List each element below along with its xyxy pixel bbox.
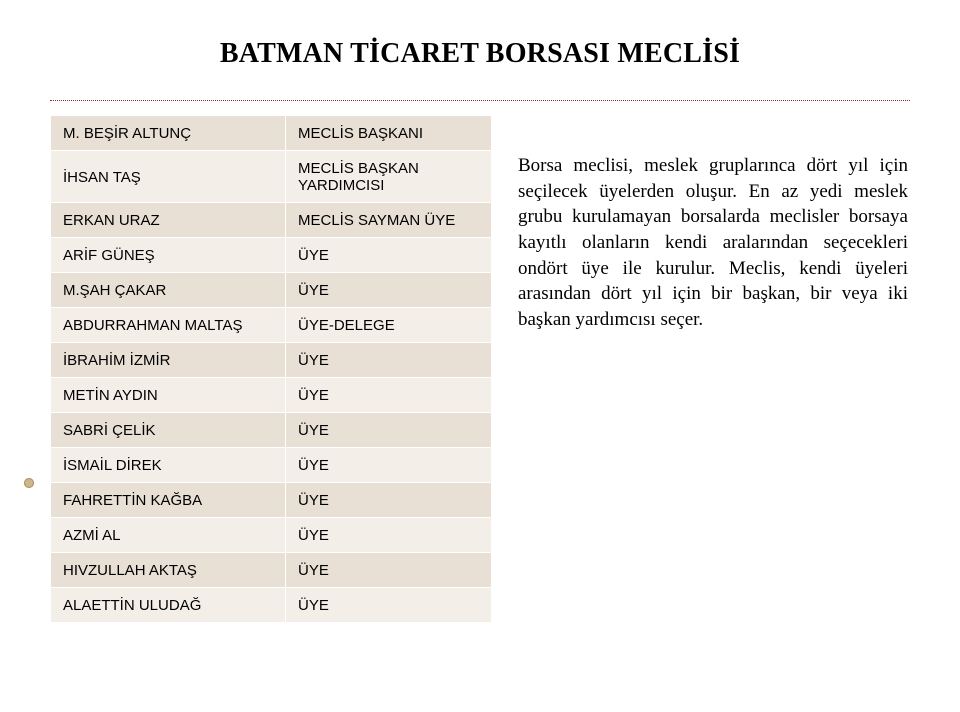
table-row: ALAETTİN ULUDAĞ ÜYE: [51, 588, 492, 623]
table-row: FAHRETTİN KAĞBA ÜYE: [51, 483, 492, 518]
description-paragraph: Borsa meclisi, meslek gruplarınca dört y…: [518, 153, 908, 332]
divider: [50, 100, 910, 101]
table-row: ARİF GÜNEŞ ÜYE: [51, 238, 492, 273]
member-role: ÜYE: [286, 343, 492, 378]
content-layout: M. BEŞİR ALTUNÇ MECLİS BAŞKANI İHSAN TAŞ…: [50, 115, 910, 623]
table-row: M. BEŞİR ALTUNÇ MECLİS BAŞKANI: [51, 116, 492, 151]
member-role: MECLİS BAŞKANI: [286, 116, 492, 151]
member-name: İSMAİL DİREK: [51, 448, 286, 483]
member-role: ÜYE: [286, 378, 492, 413]
table-row: İSMAİL DİREK ÜYE: [51, 448, 492, 483]
table-row: SABRİ ÇELİK ÜYE: [51, 413, 492, 448]
member-name: ARİF GÜNEŞ: [51, 238, 286, 273]
table-row: ERKAN URAZ MECLİS SAYMAN ÜYE: [51, 203, 492, 238]
member-role: ÜYE-DELEGE: [286, 308, 492, 343]
member-name: M.ŞAH ÇAKAR: [51, 273, 286, 308]
member-name: SABRİ ÇELİK: [51, 413, 286, 448]
member-name: İHSAN TAŞ: [51, 151, 286, 203]
member-name: M. BEŞİR ALTUNÇ: [51, 116, 286, 151]
table-row: İHSAN TAŞ MECLİS BAŞKAN YARDIMCISI: [51, 151, 492, 203]
member-name: ALAETTİN ULUDAĞ: [51, 588, 286, 623]
table-row: M.ŞAH ÇAKAR ÜYE: [51, 273, 492, 308]
members-table-body: M. BEŞİR ALTUNÇ MECLİS BAŞKANI İHSAN TAŞ…: [51, 116, 492, 623]
member-name: ERKAN URAZ: [51, 203, 286, 238]
members-table: M. BEŞİR ALTUNÇ MECLİS BAŞKANI İHSAN TAŞ…: [50, 115, 492, 623]
member-name: HIVZULLAH AKTAŞ: [51, 553, 286, 588]
member-role: ÜYE: [286, 518, 492, 553]
member-role: MECLİS SAYMAN ÜYE: [286, 203, 492, 238]
member-name: FAHRETTİN KAĞBA: [51, 483, 286, 518]
member-role: ÜYE: [286, 483, 492, 518]
member-name: METİN AYDIN: [51, 378, 286, 413]
decorative-bullet-icon: [24, 478, 34, 488]
member-name: ABDURRAHMAN MALTAŞ: [51, 308, 286, 343]
table-row: ABDURRAHMAN MALTAŞ ÜYE-DELEGE: [51, 308, 492, 343]
member-role: ÜYE: [286, 273, 492, 308]
member-name: AZMİ AL: [51, 518, 286, 553]
table-row: AZMİ AL ÜYE: [51, 518, 492, 553]
member-role: ÜYE: [286, 238, 492, 273]
member-role: ÜYE: [286, 588, 492, 623]
member-role: MECLİS BAŞKAN YARDIMCISI: [286, 151, 492, 203]
page: BATMAN TİCARET BORSASI MECLİSİ M. BEŞİR …: [0, 0, 960, 712]
member-name: İBRAHİM İZMİR: [51, 343, 286, 378]
table-row: HIVZULLAH AKTAŞ ÜYE: [51, 553, 492, 588]
member-role: ÜYE: [286, 448, 492, 483]
table-row: İBRAHİM İZMİR ÜYE: [51, 343, 492, 378]
member-role: ÜYE: [286, 553, 492, 588]
table-row: METİN AYDIN ÜYE: [51, 378, 492, 413]
page-title: BATMAN TİCARET BORSASI MECLİSİ: [50, 38, 910, 70]
member-role: ÜYE: [286, 413, 492, 448]
